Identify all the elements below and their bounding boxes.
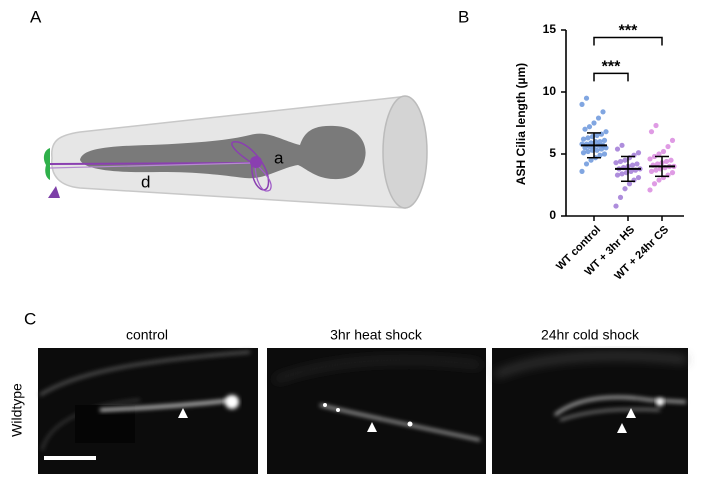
data-point [579,168,585,174]
image-title: control [126,327,168,343]
significance-bracket [593,36,663,46]
data-point [648,168,655,174]
data-point [669,137,676,143]
data-point [580,136,587,142]
data-point [585,135,591,141]
data-point [601,137,608,143]
data-point [622,157,628,163]
neuron-label: a [274,148,284,167]
image-title: 24hr cold shock [541,327,640,343]
data-point [586,124,593,130]
data-point [656,177,662,183]
data-point [651,181,658,187]
data-point [617,158,624,165]
data-point [591,120,597,126]
panel-label: A [30,7,42,26]
data-point [663,158,670,165]
data-point [613,160,619,166]
panel-label: B [458,7,469,26]
data-point [580,150,587,156]
y-tick-label: 15 [543,22,557,36]
data-point [601,151,608,157]
worm-schematic [43,95,428,209]
micrograph [492,348,688,474]
data-point [614,172,621,178]
data-point [647,187,653,193]
panel-label: C [24,309,36,328]
data-point [653,122,659,129]
y-tick-label: 0 [549,208,556,222]
data-point [622,186,628,192]
data-point [656,151,662,157]
data-point [583,95,590,101]
y-tick-label: 10 [543,84,557,98]
row-label: Wildtype [9,383,25,437]
data-point [635,174,642,181]
data-point [665,143,671,150]
data-point [660,148,667,155]
significance-label: *** [602,59,621,76]
data-point [669,170,676,176]
data-point [583,161,590,167]
data-point [585,148,591,155]
data-point [595,115,602,121]
data-point [628,168,634,174]
data-point [651,153,658,160]
data-point [597,152,603,158]
data-point [653,167,659,173]
data-point [597,139,603,145]
data-point [668,157,674,163]
neuron-label: d [141,172,150,191]
data-point [614,146,621,152]
image-title: 3hr heat shock [330,327,423,343]
significance-bracket [593,72,629,82]
significance-label: *** [619,23,638,40]
data-point [619,142,625,148]
data-point [635,150,642,156]
data-point [603,129,609,135]
data-point [647,156,653,162]
micrograph [38,348,258,474]
data-point [582,126,588,132]
data-point [588,157,594,163]
data-point [600,109,606,115]
data-point [588,140,594,146]
data-point [594,132,600,138]
data-point [626,181,633,187]
data-point [617,194,624,200]
data-point [648,129,655,135]
data-point [619,171,625,177]
data-point [654,161,661,167]
y-tick-label: 5 [549,146,556,160]
data-point [629,162,636,168]
micrograph [267,348,486,474]
data-point [579,101,585,107]
data-point [613,203,619,209]
data-point [634,161,640,167]
data-point [594,147,600,153]
y-axis-label: ASH Cilia length (µm) [514,63,528,185]
